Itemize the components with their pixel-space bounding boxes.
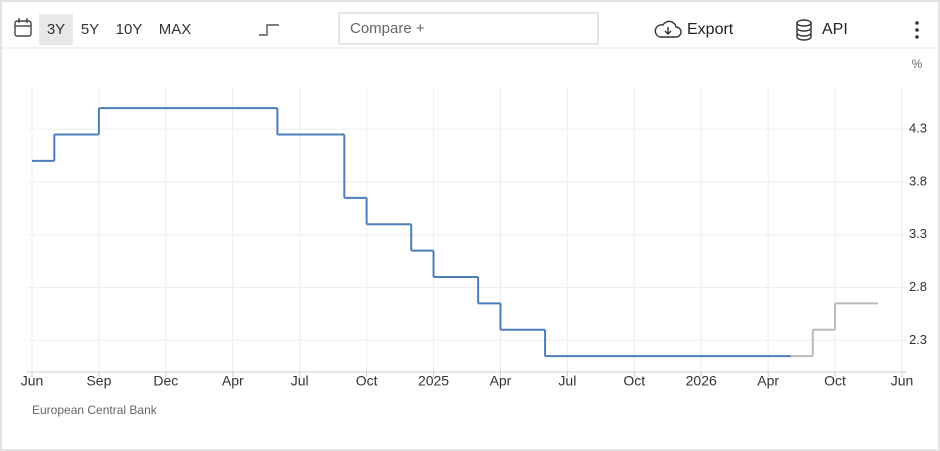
x-tick-label: Apr	[222, 373, 244, 389]
x-tick-label: Oct	[824, 373, 846, 389]
range-button[interactable]: 3Y	[47, 21, 65, 38]
y-tick-label: 4.3	[909, 121, 927, 136]
range-button[interactable]: 5Y	[81, 21, 99, 38]
y-tick-label: 3.3	[909, 226, 927, 241]
export-icon[interactable]	[654, 20, 682, 38]
x-tick-label: Jun	[891, 373, 914, 389]
x-tick-label: 2025	[418, 373, 449, 389]
x-tick-label: Sep	[86, 373, 111, 389]
export-button[interactable]: Export	[687, 21, 734, 38]
x-tick-label: Oct	[623, 373, 645, 389]
x-tick-label: Jun	[21, 373, 44, 389]
range-button[interactable]: MAX	[159, 21, 192, 38]
compare-input[interactable]	[338, 12, 599, 45]
x-tick-label: Apr	[757, 373, 779, 389]
x-tick-label: Jul	[291, 373, 309, 389]
y-tick-label: 2.8	[909, 279, 927, 294]
x-tick-label: Jul	[558, 373, 576, 389]
api-icon[interactable]	[796, 19, 812, 41]
calendar-icon[interactable]	[14, 18, 32, 37]
range-button[interactable]: 10Y	[116, 21, 143, 38]
y-unit: %	[912, 57, 923, 71]
x-tick-label: Dec	[153, 373, 178, 389]
api-button[interactable]: API	[822, 21, 848, 38]
chart-type-icon[interactable]	[259, 24, 279, 36]
menu-icon[interactable]	[915, 21, 919, 39]
x-tick-label: Apr	[490, 373, 512, 389]
compare-placeholder: Compare +	[350, 20, 425, 37]
x-tick-label: 2026	[686, 373, 717, 389]
step-end	[875, 302, 879, 305]
source: European Central Bank	[32, 403, 158, 417]
x-tick-label: Oct	[356, 373, 378, 389]
active-range-bg	[39, 14, 73, 45]
y-tick-label: 2.3	[909, 332, 927, 347]
y-tick-label: 3.8	[909, 173, 927, 188]
